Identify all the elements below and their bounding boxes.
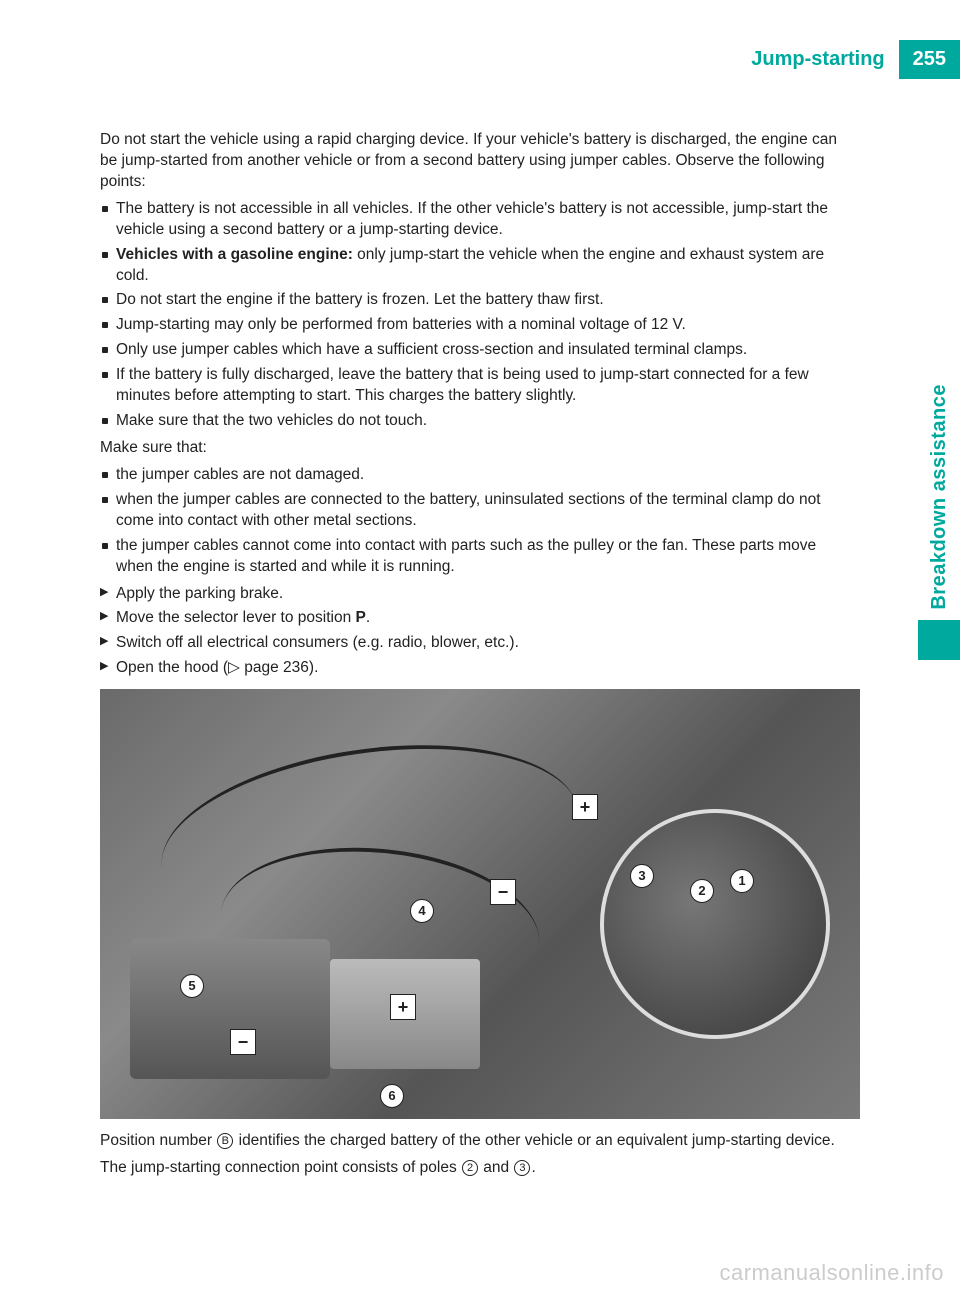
list-item: the jumper cables are not damaged.: [100, 465, 840, 486]
list-item: Only use jumper cables which have a suff…: [100, 340, 840, 361]
step-list: Apply the parking brake. Move the select…: [100, 584, 840, 680]
ref-callout: 3: [514, 1160, 530, 1176]
intro-paragraph: Do not start the vehicle using a rapid c…: [100, 130, 840, 193]
text-span: Position number: [100, 1132, 216, 1149]
bullet-list-observe: The battery is not accessible in all veh…: [100, 199, 840, 432]
text-span: .: [531, 1159, 535, 1176]
figure-callout-6: 6: [380, 1084, 404, 1108]
list-item: The battery is not accessible in all veh…: [100, 199, 840, 241]
figure-plus-icon: +: [390, 994, 416, 1020]
after-figure-paragraph-2: The jump-starting connection point consi…: [100, 1158, 840, 1179]
content: Do not start the vehicle using a rapid c…: [100, 130, 890, 1179]
ref-callout: 2: [462, 1160, 478, 1176]
list-item: when the jumper cables are connected to …: [100, 490, 840, 532]
text-span: The jump-starting connection point consi…: [100, 1159, 461, 1176]
page-body: Do not start the vehicle using a rapid c…: [0, 0, 960, 1225]
make-sure-intro: Make sure that:: [100, 438, 840, 459]
ref-callout: B: [217, 1133, 233, 1149]
step-item: Move the selector lever to position P.: [100, 608, 840, 629]
bullet-list-makesure: the jumper cables are not damaged. when …: [100, 465, 840, 578]
text-span: identifies the charged battery of the ot…: [234, 1132, 835, 1149]
figure-minus-icon: −: [230, 1029, 256, 1055]
step-item: Switch off all electrical consumers (e.g…: [100, 633, 840, 654]
figure-minus-icon: −: [490, 879, 516, 905]
figure-plus-icon: +: [572, 794, 598, 820]
step-item: Open the hood (▷ page 236).: [100, 658, 840, 679]
step-item: Apply the parking brake.: [100, 584, 840, 605]
list-item: Make sure that the two vehicles do not t…: [100, 411, 840, 432]
watermark: carmanualsonline.info: [719, 1260, 944, 1286]
figure-detail-circle: [600, 809, 830, 1039]
list-item: Vehicles with a gasoline engine: only ju…: [100, 245, 840, 287]
text-span: and: [479, 1159, 513, 1176]
list-item: Jump-starting may only be performed from…: [100, 315, 840, 336]
jump-start-figure: 1 2 3 4 5 6 + − + −: [100, 689, 860, 1119]
list-item: If the battery is fully discharged, leav…: [100, 365, 840, 407]
list-item: Do not start the engine if the battery i…: [100, 290, 840, 311]
after-figure-paragraph-1: Position number B identifies the charged…: [100, 1131, 840, 1152]
list-item: the jumper cables cannot come into conta…: [100, 536, 840, 578]
